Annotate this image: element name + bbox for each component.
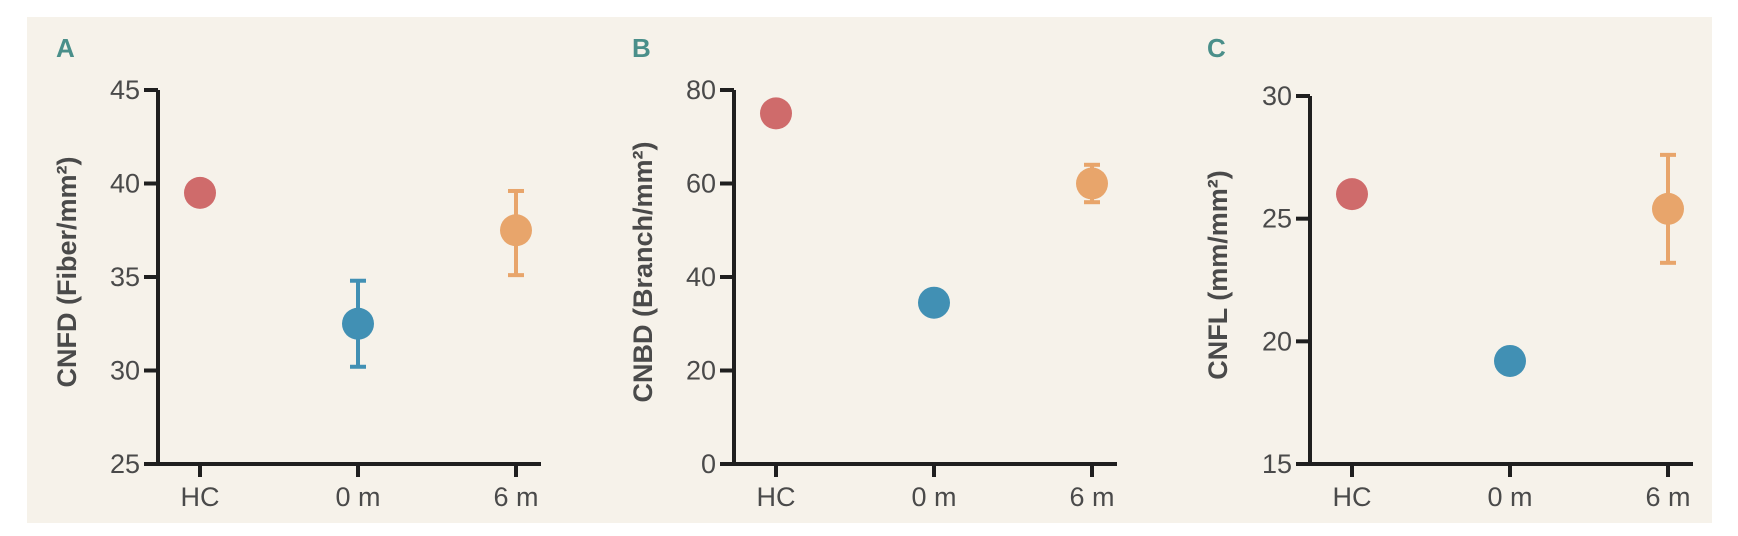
- x-tick-label: 6 m: [493, 482, 538, 512]
- x-tick-label: 0 m: [1487, 482, 1532, 512]
- data-point-marker: [918, 286, 950, 319]
- data-point-hc: [1336, 178, 1368, 211]
- x-tick-label: 0 m: [911, 482, 956, 512]
- data-point-0m: [918, 286, 950, 319]
- y-tick-label: 80: [686, 75, 716, 105]
- x-tick-label: 6 m: [1645, 482, 1690, 512]
- data-point-marker: [1494, 344, 1526, 377]
- panel-label: C: [1207, 33, 1226, 63]
- panel-label: A: [56, 33, 75, 63]
- figure-panel: [27, 17, 1712, 523]
- y-tick-label: 0: [701, 449, 716, 479]
- x-tick-label: HC: [181, 482, 220, 512]
- data-point-6m: [500, 188, 532, 278]
- y-tick-label: 30: [110, 356, 140, 386]
- data-point-marker: [1336, 178, 1368, 211]
- panel-label: B: [632, 33, 651, 63]
- x-tick-label: HC: [757, 482, 796, 512]
- y-tick-label: 45: [110, 75, 140, 105]
- y-axis-title: CNFD (Fiber/mm²): [52, 157, 82, 388]
- y-tick-label: 25: [1262, 204, 1292, 234]
- data-point-marker: [1076, 167, 1108, 200]
- x-tick-label: 0 m: [335, 482, 380, 512]
- data-point-hc: [760, 97, 792, 130]
- y-tick-label: 15: [1262, 449, 1292, 479]
- chart-panel-c: C 15 20 25 30 HC 0 m 6 m CNFL (mm/mm²): [1203, 33, 1693, 512]
- data-point-marker: [1652, 192, 1684, 225]
- y-tick-label: 40: [686, 262, 716, 292]
- data-point-0m: [1494, 344, 1526, 377]
- data-point-marker: [184, 176, 216, 209]
- data-point-6m: [1652, 152, 1684, 265]
- data-point-hc: [184, 176, 216, 209]
- chart-panel-a: A 25 30 35 40 45 HC 0 m 6 m CNFD (Fiber/mm²): [52, 33, 541, 512]
- y-tick-label: 35: [110, 262, 140, 292]
- y-tick-label: 40: [110, 169, 140, 199]
- y-axis-title: CNFL (mm/mm²): [1203, 170, 1233, 380]
- y-tick-label: 20: [1262, 326, 1292, 356]
- y-axis-title: CNBD (Branch/mm²): [628, 141, 658, 402]
- data-point-marker: [500, 214, 532, 247]
- y-tick-label: 25: [110, 449, 140, 479]
- y-tick-label: 30: [1262, 81, 1292, 111]
- y-tick-label: 60: [686, 169, 716, 199]
- chart-panel-b: B 0 20 40 60 80 HC 0 m 6 m CNBD (Branch/mm²): [628, 33, 1117, 512]
- data-point-marker: [342, 307, 374, 340]
- data-point-0m: [342, 278, 374, 369]
- data-point-6m: [1076, 162, 1108, 205]
- y-tick-label: 20: [686, 356, 716, 386]
- x-tick-label: 6 m: [1069, 482, 1114, 512]
- data-point-marker: [760, 97, 792, 130]
- x-tick-label: HC: [1333, 482, 1372, 512]
